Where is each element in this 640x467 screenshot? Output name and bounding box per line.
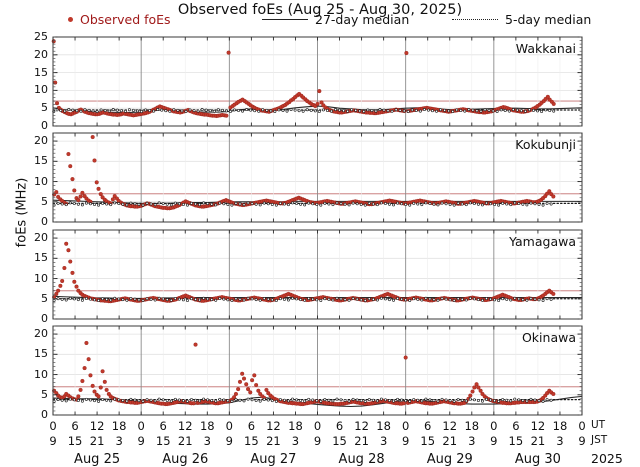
- x-tick-jst: 15: [244, 434, 259, 448]
- x-tick-ut: 18: [199, 419, 215, 433]
- y-tick-label: 5: [41, 387, 48, 401]
- x-tick-jst: 9: [49, 434, 57, 448]
- x-tick-ut: 0: [578, 419, 586, 433]
- y-tick-label: 20: [34, 231, 48, 245]
- x-tick-jst: 9: [401, 434, 410, 448]
- y-tick-label: 20: [34, 327, 48, 341]
- y-tick-label: 0: [41, 215, 48, 228]
- x-tick-jst: 21: [530, 434, 546, 448]
- x-tick-ut: 6: [335, 419, 344, 433]
- x-tick-jst: 3: [468, 434, 476, 448]
- x-tick-ut: 0: [401, 419, 410, 433]
- legend-marker-median27: [262, 19, 308, 20]
- x-tick-ut: 12: [177, 419, 193, 433]
- y-tick-label: 10: [34, 367, 48, 381]
- x-tick-ut: 0: [137, 419, 145, 433]
- y-tick-label: 10: [34, 271, 48, 285]
- x-tick-ut: 6: [512, 419, 520, 433]
- y-tick-label: 5: [41, 101, 48, 115]
- x-tick-ut: 6: [424, 419, 432, 433]
- legend-marker-median5: [452, 19, 498, 20]
- x-tick-ut: 18: [376, 419, 391, 433]
- x-tick-jst: 9: [578, 434, 586, 448]
- x-tick-jst: 21: [354, 434, 369, 448]
- x-tick-jst: 3: [115, 434, 123, 448]
- y-tick-label: 5: [41, 194, 48, 208]
- station-label-wakkanai: Wakkanai: [515, 41, 576, 56]
- x-tick-ut: 0: [490, 419, 498, 433]
- panel-yamagawa: [52, 229, 583, 320]
- y-tick-label: 15: [34, 251, 48, 265]
- y-tick-label: 10: [34, 83, 48, 97]
- x-tick-jst: 9: [490, 434, 498, 448]
- x-tick-ut: 18: [552, 419, 568, 433]
- x-tick-jst: 21: [266, 434, 281, 448]
- legend-item-median5: 5-day median: [452, 12, 591, 27]
- x-tick-jst: 15: [67, 434, 83, 448]
- legend-item-median27: 27-day median: [262, 12, 409, 27]
- x-tick-jst: 15: [420, 434, 436, 448]
- x-tick-ut: 0: [313, 419, 322, 433]
- legend-item-observed: Observed foEs: [68, 12, 171, 27]
- y-tick-label: 0: [41, 119, 48, 132]
- station-label-yamagawa: Yamagawa: [509, 234, 576, 249]
- day-label: Aug 29: [426, 452, 473, 467]
- year-label: 2025: [591, 451, 623, 466]
- x-tick-jst: 9: [137, 434, 145, 448]
- day-label: Aug 30: [514, 452, 561, 467]
- legend-label-median27: 27-day median: [315, 12, 410, 27]
- x-tick-ut: 0: [225, 419, 233, 433]
- legend-label-observed: Observed foEs: [80, 12, 171, 27]
- x-tick-jst: 21: [177, 434, 193, 448]
- x-tick-ut: 6: [71, 419, 79, 433]
- panel-okinawa: [52, 325, 583, 416]
- station-label-kokubunji: Kokubunji: [515, 137, 576, 152]
- legend-marker-observed: [68, 17, 73, 22]
- x-tick-jst: 15: [332, 434, 347, 448]
- x-tick-jst: 9: [313, 434, 322, 448]
- x-tick-jst: 21: [442, 434, 458, 448]
- y-tick-label: 0: [41, 312, 48, 325]
- x-tick-jst: 9: [225, 434, 233, 448]
- x-tick-ut: 12: [354, 419, 369, 433]
- x-tick-jst: 3: [203, 434, 211, 448]
- panel-kokubunji: [52, 132, 583, 223]
- x-tick-ut: 18: [111, 419, 127, 433]
- y-tick-label: 0: [41, 408, 48, 421]
- x-tick-ut: 12: [442, 419, 458, 433]
- panel-wakkanai: [51, 36, 583, 127]
- x-tick-ut: 12: [530, 419, 546, 433]
- day-label: Aug 28: [338, 452, 385, 467]
- day-label: Aug 25: [74, 452, 121, 467]
- day-label: Aug 26: [162, 452, 209, 467]
- y-tick-label: 20: [34, 134, 48, 148]
- x-tick-ut: 6: [159, 419, 167, 433]
- foes-multi-panel-chart: [51, 36, 583, 416]
- page-title: Observed foEs (Aug 25 - Aug 30, 2025): [177, 2, 463, 18]
- x-tick-jst: 3: [556, 434, 564, 448]
- x-tick-jst: 21: [89, 434, 105, 448]
- y-tick-label: 15: [34, 347, 48, 361]
- x-tick-ut: 18: [464, 419, 480, 433]
- jst-axis-label: JST: [591, 434, 608, 446]
- ut-axis-label: UT: [591, 419, 606, 431]
- day-label: Aug 27: [250, 452, 297, 467]
- x-tick-jst: 15: [508, 434, 524, 448]
- x-tick-ut: 18: [288, 419, 303, 433]
- y-tick-label: 25: [34, 30, 48, 43]
- y-tick-label: 5: [41, 291, 48, 305]
- x-tick-ut: 6: [247, 419, 256, 433]
- y-tick-label: 20: [34, 47, 48, 61]
- x-tick-ut: 0: [49, 419, 57, 433]
- y-tick-label: 15: [34, 65, 48, 79]
- x-tick-jst: 15: [155, 434, 171, 448]
- x-tick-jst: 3: [291, 434, 300, 448]
- y-tick-label: 10: [34, 174, 48, 188]
- station-label-okinawa: Okinawa: [521, 330, 576, 345]
- y-tick-label: 15: [34, 154, 48, 168]
- legend-label-median5: 5-day median: [505, 12, 592, 27]
- x-tick-ut: 12: [266, 419, 281, 433]
- x-tick-jst: 3: [379, 434, 388, 448]
- x-tick-ut: 12: [89, 419, 105, 433]
